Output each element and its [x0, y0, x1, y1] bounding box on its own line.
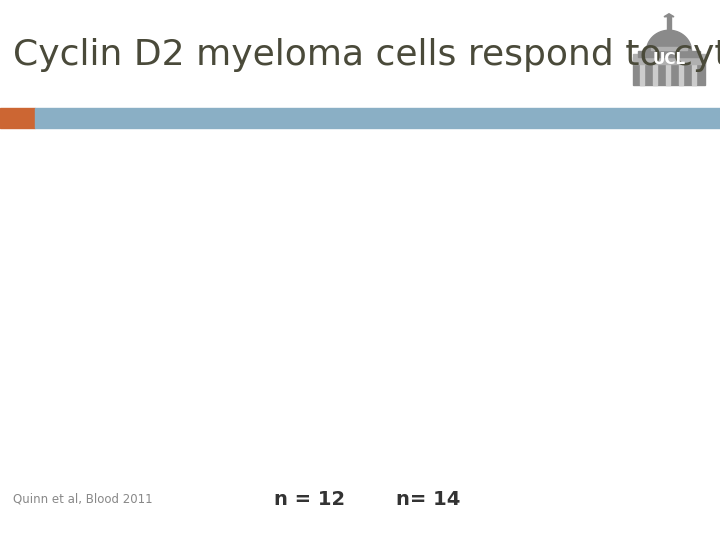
- Text: Quinn et al, Blood 2011: Quinn et al, Blood 2011: [13, 493, 153, 506]
- Text: UCL: UCL: [652, 52, 685, 67]
- Bar: [679, 57, 683, 85]
- Text: n= 14: n= 14: [396, 490, 461, 509]
- Bar: [653, 57, 657, 85]
- Bar: [651, 47, 687, 50]
- Bar: [638, 51, 700, 57]
- Bar: [0, 108, 35, 128]
- Bar: [667, 17, 671, 30]
- Bar: [633, 57, 705, 85]
- Text: Cyclin D2 myeloma cells respond to cytokines: Cyclin D2 myeloma cells respond to cytok…: [13, 38, 720, 72]
- Polygon shape: [647, 30, 691, 51]
- Bar: [666, 57, 670, 85]
- Bar: [35, 108, 720, 128]
- Text: n = 12: n = 12: [274, 490, 345, 509]
- Bar: [640, 57, 644, 85]
- Polygon shape: [664, 14, 674, 17]
- Bar: [692, 57, 696, 85]
- Bar: [633, 53, 705, 64]
